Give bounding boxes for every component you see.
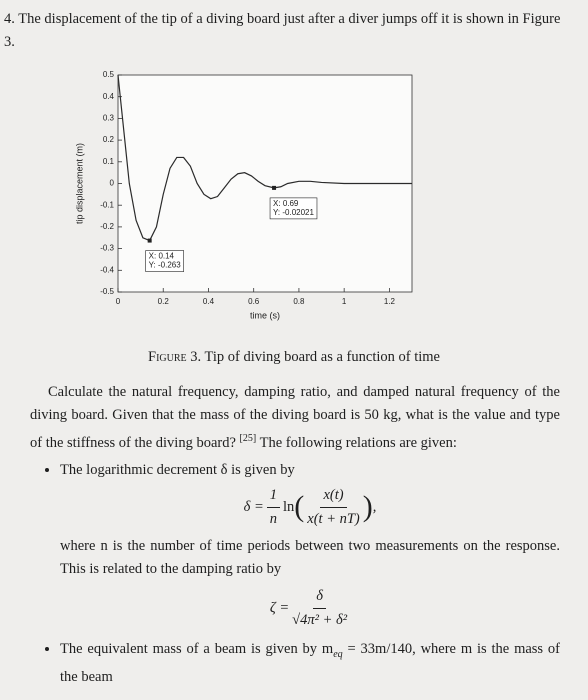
- y-tick-label: 0.3: [103, 114, 115, 123]
- x-axis-label: time (s): [250, 310, 280, 320]
- y-tick-label: 0.4: [103, 92, 115, 101]
- data-tip-box: [145, 250, 184, 272]
- y-tick-label: -0.2: [100, 222, 114, 231]
- bullet-text: The equivalent mass of a beam is given b…: [60, 640, 334, 657]
- x-tick-label: 0: [116, 297, 121, 306]
- y-tick-label: 0.2: [103, 135, 115, 144]
- paren: (: [294, 490, 305, 524]
- problem: 4. The displacement of the tip of a divi…: [4, 8, 564, 54]
- paragraph-end: The following relations are given:: [259, 434, 457, 451]
- fraction: x(t) x(t + nT): [307, 484, 359, 531]
- data-tip-marker: [147, 238, 152, 243]
- data-tip-y: Y: -0.02021: [273, 208, 314, 217]
- problem-intro: The displacement of the tip of a diving …: [4, 11, 561, 50]
- data-tip-marker: [272, 185, 277, 190]
- eq-den: √4π² + δ²: [292, 611, 348, 628]
- eq-trail: ,: [372, 498, 377, 515]
- eq-lhs: ζ =: [269, 599, 290, 616]
- x-tick-label: 0.4: [203, 297, 215, 306]
- y-tick-label: -0.3: [100, 244, 114, 253]
- data-tip: X: 0.14Y: -0.263: [145, 250, 184, 272]
- eq-lhs: δ =: [243, 498, 264, 515]
- eq-num: x(t): [320, 484, 347, 508]
- bullet-text: = 33m/140, where m is the mass of the be…: [60, 640, 561, 685]
- caption-text: Tip of diving board as a function of tim…: [204, 349, 440, 365]
- paragraph: Calculate the natural frequency, damping…: [30, 381, 560, 455]
- data-line: [117, 74, 412, 242]
- eq-fn: ln: [283, 498, 295, 515]
- data-tip-x: X: 0.14: [149, 252, 175, 261]
- y-tick-label: -0.5: [100, 287, 114, 296]
- x-tick-label: 1: [342, 297, 347, 306]
- subscript: eq: [333, 648, 343, 660]
- equation: ζ = δ √4π² + δ²: [60, 585, 560, 632]
- chart: -0.5 -0.4 -0.3 -0.2 -0.1 0 0.1 0.2 0.3 0.4 0.5 0 0.2…: [74, 70, 413, 320]
- paragraph-text: Calculate the natural frequency, damping…: [30, 384, 560, 451]
- paren: ): [362, 490, 373, 524]
- y-axis-label: tip displacement (m): [74, 143, 84, 224]
- y-tick-label: 0: [110, 179, 115, 188]
- y-tick-label: -0.4: [100, 265, 114, 274]
- x-tick-label: 0.6: [248, 297, 260, 306]
- x-tick-label: 1.2: [384, 297, 396, 306]
- x-tick-label: 0.8: [293, 297, 305, 306]
- bullet: The logarithmic decrement δ is given by …: [60, 459, 560, 632]
- between-text: where n is the number of time periods be…: [60, 537, 560, 577]
- caption-label: Figure 3.: [148, 349, 202, 365]
- figure-caption: Figure 3. Tip of diving board as a funct…: [0, 346, 588, 369]
- y-tick-label: -0.1: [100, 200, 114, 209]
- data-tip-box: [269, 197, 318, 220]
- data-tip-x: X: 0.69: [273, 199, 299, 208]
- data-tip-y: Y: -0.263: [149, 261, 182, 270]
- eq-den: n: [269, 510, 277, 527]
- body: Calculate the natural frequency, damping…: [30, 381, 560, 689]
- eq-num: δ: [313, 585, 326, 609]
- problem-number: 4.: [4, 11, 15, 27]
- bullet-text: The logarithmic decrement δ is given by: [60, 461, 295, 478]
- data-tip: X: 0.69Y: -0.02021: [269, 197, 318, 220]
- bullet: The equivalent mass of a beam is given b…: [60, 638, 560, 689]
- reference: [25]: [239, 433, 257, 444]
- fraction: δ √4π² + δ²: [292, 585, 347, 632]
- bullet-list: The logarithmic decrement δ is given by …: [30, 459, 560, 689]
- y-tick-label: 0.5: [103, 70, 115, 79]
- x-tick-label: 0.2: [158, 297, 170, 306]
- eq-num: 1: [266, 484, 280, 508]
- y-tick-label: 0.1: [103, 157, 115, 166]
- eq-den: x(t + nT): [307, 510, 360, 527]
